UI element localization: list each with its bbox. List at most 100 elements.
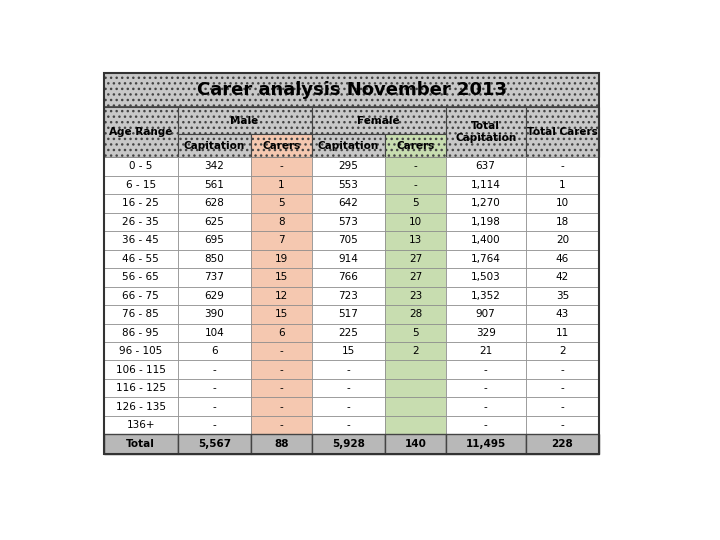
Bar: [526, 194, 599, 213]
Bar: [446, 305, 526, 323]
Text: 66 - 75: 66 - 75: [122, 291, 159, 301]
Bar: [104, 157, 178, 176]
Text: 46: 46: [556, 254, 569, 264]
Bar: [104, 379, 178, 397]
Text: 6: 6: [278, 328, 284, 338]
Bar: [178, 107, 312, 134]
Text: -: -: [212, 420, 216, 430]
Bar: [251, 416, 312, 434]
Bar: [251, 361, 312, 379]
Text: 27: 27: [409, 254, 422, 264]
Bar: [251, 176, 312, 194]
Bar: [251, 397, 312, 416]
Bar: [178, 397, 251, 416]
Text: 517: 517: [338, 309, 359, 319]
Bar: [312, 194, 385, 213]
Bar: [312, 231, 385, 249]
Text: -: -: [484, 383, 487, 393]
Bar: [178, 134, 251, 157]
Text: 5: 5: [412, 198, 419, 208]
Bar: [385, 213, 446, 231]
Bar: [251, 134, 312, 157]
Text: 126 - 135: 126 - 135: [116, 402, 166, 411]
Bar: [104, 176, 178, 194]
Text: 1,270: 1,270: [471, 198, 500, 208]
Text: 705: 705: [338, 235, 359, 245]
Bar: [446, 249, 526, 268]
Bar: [312, 342, 385, 361]
Bar: [526, 323, 599, 342]
Bar: [446, 379, 526, 397]
Bar: [526, 397, 599, 416]
Text: -: -: [279, 402, 283, 411]
Bar: [385, 194, 446, 213]
Text: -: -: [279, 346, 283, 356]
Bar: [385, 157, 446, 176]
Text: Capitation: Capitation: [318, 140, 379, 151]
Bar: [526, 231, 599, 249]
Bar: [104, 72, 599, 455]
Text: 329: 329: [476, 328, 495, 338]
Bar: [178, 213, 251, 231]
Text: 13: 13: [409, 235, 422, 245]
Bar: [251, 157, 312, 176]
Text: 1,198: 1,198: [471, 217, 500, 227]
Text: 16 - 25: 16 - 25: [122, 198, 159, 208]
Text: 46 - 55: 46 - 55: [122, 254, 159, 264]
Bar: [526, 342, 599, 361]
Text: Total: Total: [126, 440, 156, 449]
Text: -: -: [346, 383, 351, 393]
Bar: [385, 379, 446, 397]
Bar: [312, 268, 385, 287]
Bar: [385, 231, 446, 249]
Bar: [312, 379, 385, 397]
Text: 907: 907: [476, 309, 495, 319]
Bar: [446, 323, 526, 342]
Text: 11: 11: [556, 328, 569, 338]
Bar: [312, 323, 385, 342]
Bar: [251, 323, 312, 342]
Bar: [178, 361, 251, 379]
Text: 104: 104: [204, 328, 224, 338]
Bar: [446, 342, 526, 361]
Text: 26 - 35: 26 - 35: [122, 217, 159, 227]
Bar: [385, 342, 446, 361]
Text: 96 - 105: 96 - 105: [119, 346, 163, 356]
Bar: [104, 213, 178, 231]
Bar: [178, 249, 251, 268]
Bar: [385, 134, 446, 157]
Text: 15: 15: [342, 346, 355, 356]
Text: -: -: [279, 420, 283, 430]
Bar: [312, 305, 385, 323]
Bar: [526, 176, 599, 194]
Text: 12: 12: [275, 291, 288, 301]
Text: Male: Male: [230, 116, 258, 126]
Text: 35: 35: [556, 291, 569, 301]
Text: 76 - 85: 76 - 85: [122, 309, 159, 319]
Text: 2: 2: [559, 346, 566, 356]
Text: Carer analysis November 2013: Carer analysis November 2013: [197, 81, 507, 99]
Text: 18: 18: [556, 217, 569, 227]
Bar: [446, 434, 526, 455]
Text: -: -: [484, 364, 487, 375]
Bar: [178, 416, 251, 434]
Text: -: -: [279, 161, 283, 171]
Text: 850: 850: [204, 254, 224, 264]
Text: 36 - 45: 36 - 45: [122, 235, 159, 245]
Bar: [178, 287, 251, 305]
Text: 737: 737: [204, 272, 225, 282]
Text: -: -: [560, 364, 564, 375]
Text: 8: 8: [278, 217, 284, 227]
Text: 295: 295: [338, 161, 359, 171]
Text: 5,928: 5,928: [332, 440, 365, 449]
Text: 2: 2: [412, 346, 419, 356]
Text: 1,352: 1,352: [471, 291, 500, 301]
Bar: [385, 176, 446, 194]
Text: 637: 637: [476, 161, 495, 171]
Text: 228: 228: [552, 440, 573, 449]
Bar: [104, 287, 178, 305]
Bar: [104, 361, 178, 379]
Text: 1,503: 1,503: [471, 272, 500, 282]
Bar: [178, 434, 251, 455]
Bar: [526, 268, 599, 287]
